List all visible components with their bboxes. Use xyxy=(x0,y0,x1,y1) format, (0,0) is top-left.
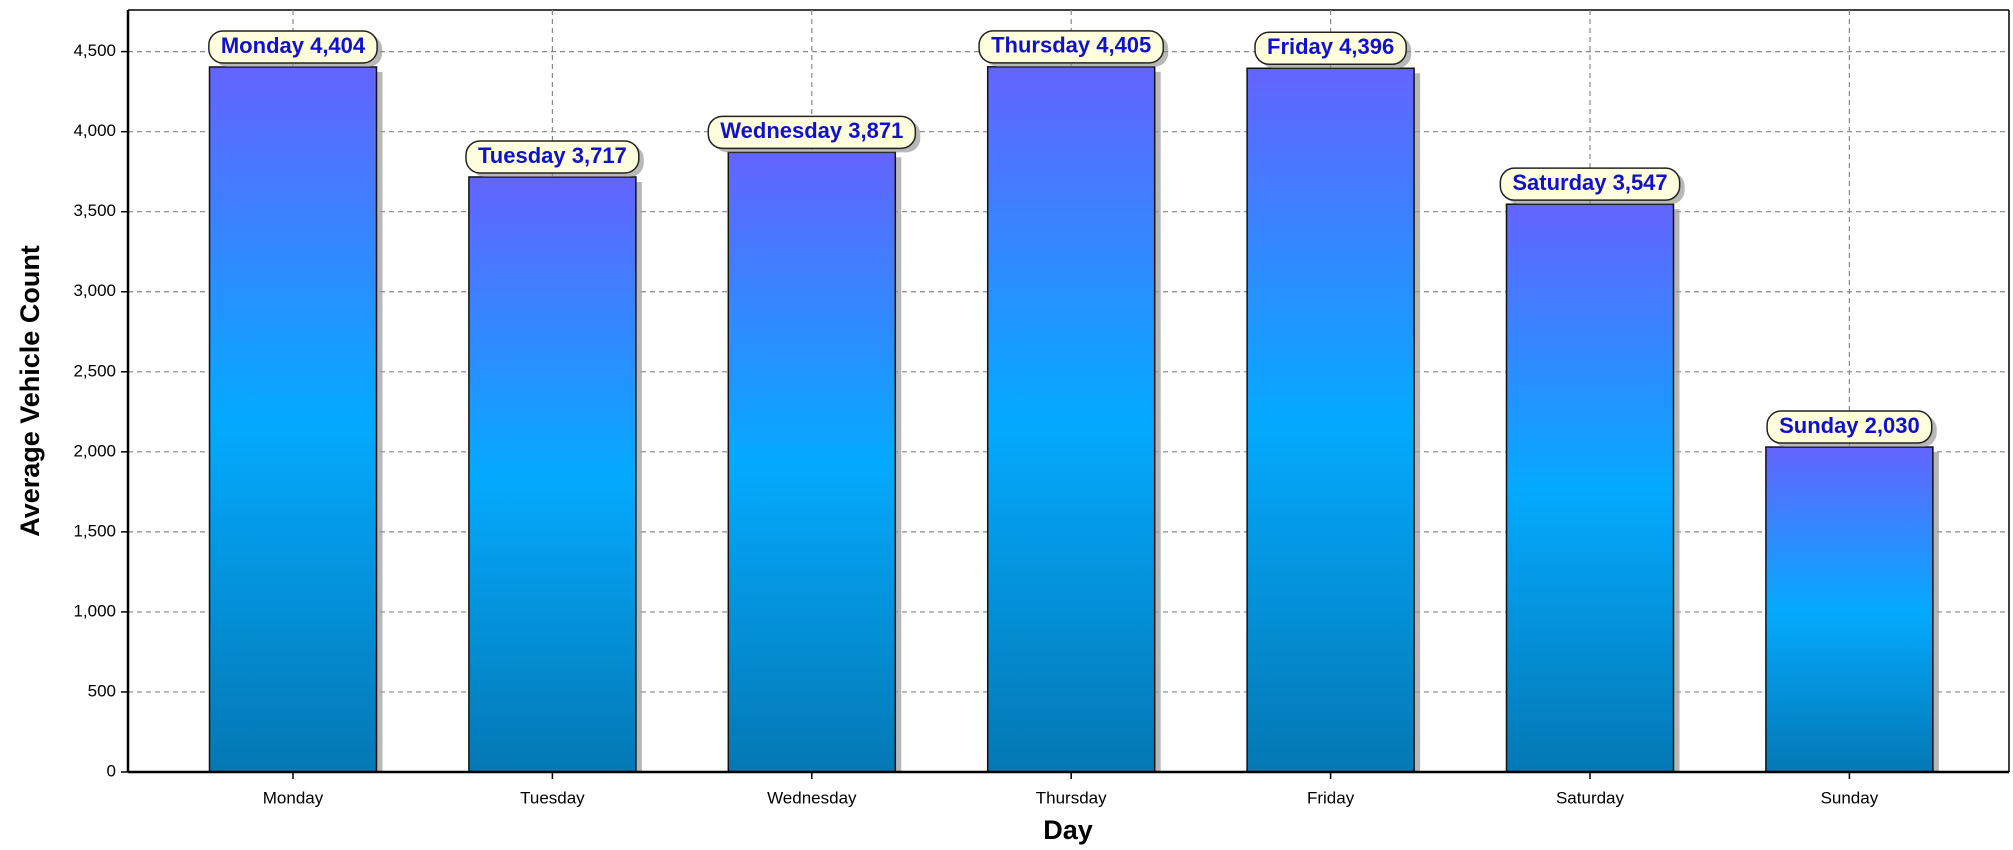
data-label-box xyxy=(465,140,640,174)
y-tick-label: 1,500 xyxy=(73,521,116,540)
x-tick-label: Friday xyxy=(1307,788,1355,807)
data-label-box xyxy=(208,30,378,64)
data-label-group: Monday 4,404 xyxy=(208,30,383,67)
x-tick-label: Thursday xyxy=(1036,788,1107,807)
y-tick-label: 3,500 xyxy=(73,201,116,220)
data-label: Monday 4,404 xyxy=(221,33,366,58)
data-label-group: Thursday 4,405 xyxy=(978,30,1169,67)
data-label-group: Tuesday 3,717 xyxy=(465,140,644,177)
data-label-box xyxy=(1499,167,1681,201)
bar xyxy=(727,151,897,773)
data-label-group: Saturday 3,547 xyxy=(1499,167,1685,205)
y-tick-label: 3,000 xyxy=(73,281,116,300)
x-tick-label: Wednesday xyxy=(767,788,857,807)
bar xyxy=(468,176,637,773)
data-label: Saturday 3,547 xyxy=(1512,170,1667,195)
data-label: Friday 4,396 xyxy=(1267,34,1394,59)
y-tick-label: 4,500 xyxy=(73,41,116,60)
y-tick-label: 2,000 xyxy=(73,441,116,460)
y-tick-label: 500 xyxy=(88,681,116,700)
bar xyxy=(1765,446,1934,773)
y-axis-title: Average Vehicle Count xyxy=(15,245,45,537)
y-tick-label: 2,500 xyxy=(73,361,116,380)
data-label-group: Friday 4,396 xyxy=(1254,31,1412,69)
data-label: Tuesday 3,717 xyxy=(478,143,627,168)
bar xyxy=(1246,67,1415,773)
data-label-box xyxy=(978,30,1165,64)
data-label-group: Wednesday 3,871 xyxy=(707,115,921,153)
bar xyxy=(986,66,1156,773)
x-tick-label: Monday xyxy=(263,788,324,807)
data-label: Wednesday 3,871 xyxy=(720,118,903,143)
bar xyxy=(1505,203,1675,773)
data-label-group: Sunday 2,030 xyxy=(1766,410,1937,448)
y-tick-label: 4,000 xyxy=(73,121,116,140)
data-label: Sunday 2,030 xyxy=(1779,413,1920,438)
y-tick-label: 0 xyxy=(107,761,116,780)
data-label-box xyxy=(1766,410,1933,444)
y-tick-label: 1,000 xyxy=(73,601,116,620)
data-label: Thursday 4,405 xyxy=(991,33,1151,58)
x-tick-label: Saturday xyxy=(1556,788,1625,807)
x-axis-title: Day xyxy=(1043,815,1093,845)
bar xyxy=(208,66,378,773)
x-tick-label: Tuesday xyxy=(520,788,585,807)
data-label-box xyxy=(1254,31,1407,66)
data-label-box xyxy=(707,115,917,150)
x-tick-label: Sunday xyxy=(1821,788,1879,807)
